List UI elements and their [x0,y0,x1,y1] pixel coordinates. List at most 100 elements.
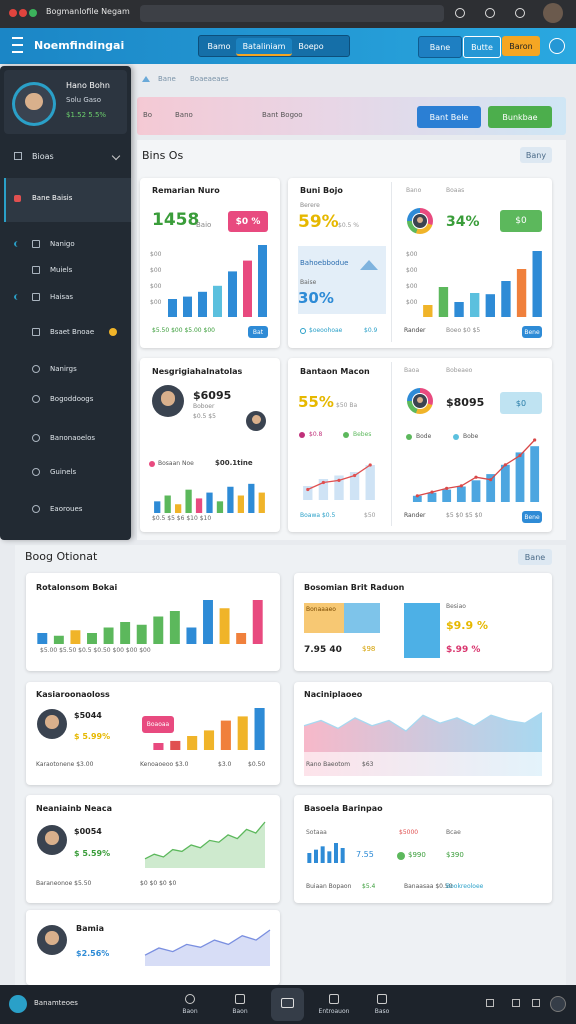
nav-label[interactable]: Baon [232,1008,248,1015]
bar [237,716,248,750]
card-button[interactable]: Bene [522,326,542,338]
card-badge[interactable]: $0 [500,392,542,414]
point [306,487,310,492]
avatar-face [160,391,176,406]
chart [154,483,265,513]
chart [307,843,345,863]
bar [136,624,147,644]
header-button[interactable]: Bane [418,36,462,58]
banner-button[interactable]: Bunkbae [488,106,552,128]
bar [183,296,192,317]
segment-tab[interactable]: Bataliniam [236,38,292,56]
menu-item[interactable]: Nanigo [50,240,75,248]
point [337,478,341,482]
menu-item[interactable]: Bogoddoogs [50,395,94,403]
tray-icon [532,999,540,1007]
legend-label: $0.8 [309,431,323,438]
section-button[interactable]: Bany [520,147,552,163]
window-dot [19,9,27,17]
profile-name: Hano Bohn [66,81,110,90]
bar [153,616,164,644]
triangle [360,260,378,270]
menu-item[interactable]: Guinels [50,468,77,476]
card-value: 7.55 [356,850,374,859]
section-title: Bins Os [142,149,184,162]
avatar-face [45,715,59,729]
bar [334,843,338,863]
card-footer: $63 [362,761,374,768]
card-footer: $5.4 [362,883,376,890]
card-button[interactable]: Bat [248,326,268,338]
banner-button[interactable]: Bant Bele [417,106,481,128]
y-tick-label: $00 [150,299,162,306]
card-badge[interactable]: $0 % [228,211,268,232]
point [415,494,419,498]
box-sub: Baise [300,279,317,286]
box-value: 30% [298,289,334,307]
profile-role: Solu Gaso [66,96,101,104]
bar [169,611,180,644]
point [489,478,493,482]
menu-item[interactable]: Bane Baisis [32,194,73,202]
segment-tab[interactable]: Boepo [298,41,324,51]
nav-label[interactable]: Baon [182,1008,198,1015]
card-button[interactable]: Bene [522,511,542,523]
bar [170,740,181,750]
bar [220,720,231,750]
tray-button [550,996,566,1012]
card-note: $0.5 $5 [193,413,216,420]
card-sub: $2.56% [76,949,110,958]
card-footer: $50 [364,512,376,519]
menu-item[interactable]: Haisas [50,293,74,301]
card-badge[interactable]: Boaoaa [142,716,174,733]
chart [144,929,271,966]
legend-dot [299,432,305,438]
card-footer: Kenoaoeoo $3.0 [140,761,189,768]
bar [185,489,192,513]
card-footer: $5.50 $00 $5.00 $00 [152,327,215,334]
nav-active[interactable] [271,988,304,1021]
section-button[interactable]: Bane [518,549,552,565]
card-note: $990 [408,851,426,859]
section-title: Boog Otionat [25,550,98,563]
menu-active[interactable] [4,178,131,222]
sidebar [0,66,131,540]
bar [412,495,422,502]
address-bar[interactable] [140,5,444,22]
nav-label[interactable]: Entroauon [318,1008,350,1015]
point [321,480,325,485]
header-button[interactable]: Butte [463,36,501,58]
header-button[interactable]: Baron [502,36,540,56]
y-tick-label: $00 [150,267,162,274]
nav-icon [377,994,387,1004]
bar [227,486,234,513]
avatar-face [25,92,43,110]
bar [243,260,252,317]
menu-item[interactable]: Banonaoelos [50,434,96,442]
menu-icon [32,505,40,513]
menu-item[interactable]: Muiels [50,266,73,274]
bar [318,479,329,500]
legend-dot [397,852,405,860]
profile-avatar [543,3,563,23]
menu-item[interactable]: Eaoroues [50,505,83,513]
menu-section[interactable]: Bioas [32,152,54,161]
chart [412,438,540,502]
tray-icon [486,999,494,1007]
nav-label[interactable]: Baso [374,1008,390,1015]
menu-item[interactable]: Nanirgs [50,365,77,373]
card-value: $9.9 % [446,619,488,632]
bar [486,474,496,502]
segment-tab[interactable]: Bamo [207,41,231,51]
card-footer: $0.50 [248,761,266,768]
bar [320,846,325,863]
card-label: Bano [406,187,422,194]
point [353,473,357,478]
card-title: Buni Bojo [300,186,343,195]
bar [454,302,464,317]
app-name[interactable]: Banamteoes [34,999,78,1007]
menu-icon [14,195,21,202]
card-badge[interactable]: $0 [500,210,542,232]
card-sub: $ 5.59% [74,849,111,858]
menu-item[interactable]: Bsaet Bnoae [50,328,95,336]
